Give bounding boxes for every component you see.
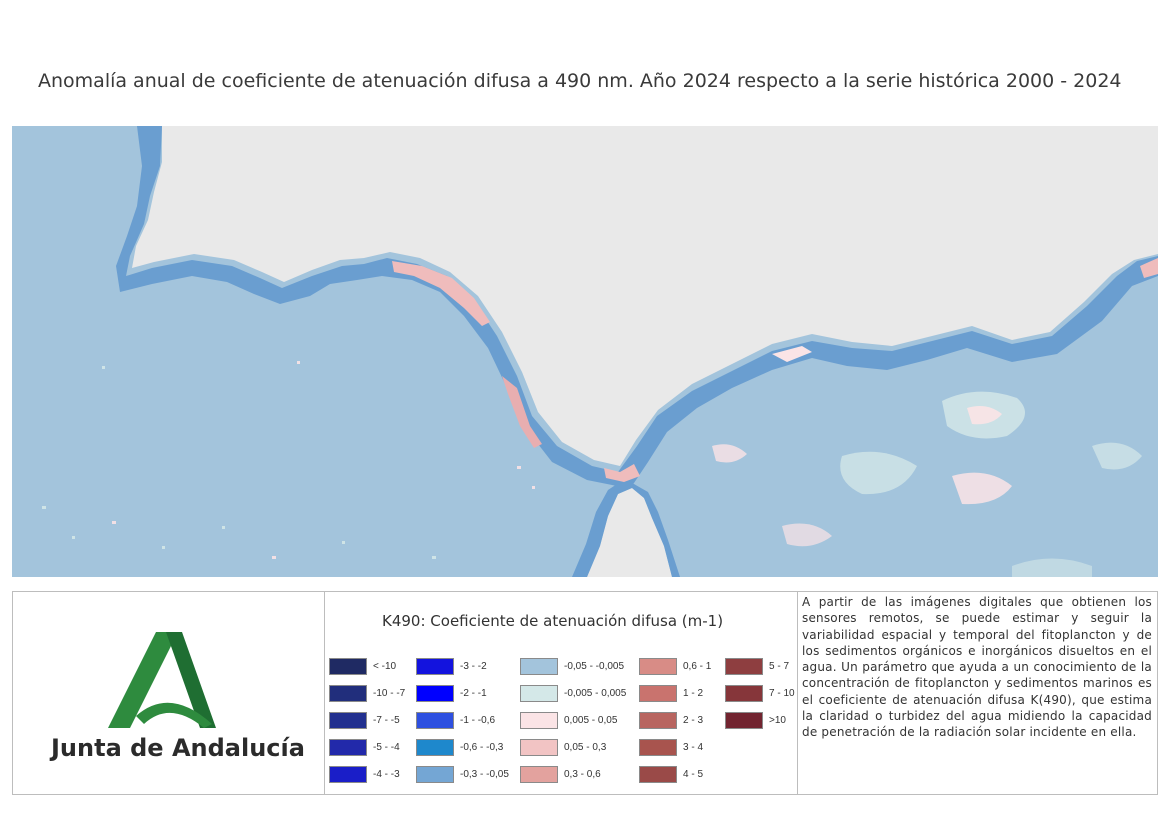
legend-swatch [520,766,558,783]
coastal-band-africa [572,482,680,577]
legend-item: -4 - -3 [329,765,400,784]
alboran-patches [712,391,1142,577]
map-canvas [12,126,1158,577]
junta-logo-icon [108,632,216,728]
legend-item: -0,3 - -0,05 [416,765,509,784]
legend-label: 5 - 7 [769,661,790,672]
legend-swatch [639,685,677,702]
legend-item: >10 [725,711,786,730]
page-title: Anomalía anual de coeficiente de atenuac… [38,70,1122,92]
legend-label: < -10 [373,661,397,672]
legend-item: 4 - 5 [639,765,703,784]
legend-swatch [329,685,367,702]
legend-swatch [329,658,367,675]
legend-label: -5 - -4 [373,742,400,753]
legend-item: 0,005 - 0,05 [520,711,617,730]
legend-item: < -10 [329,657,396,676]
legend-swatch [639,658,677,675]
legend-label: 0,005 - 0,05 [564,715,618,726]
land-iberia [132,126,1158,466]
legend-item: -1 - -0,6 [416,711,495,730]
legend-item: 0,05 - 0,3 [520,738,606,757]
legend-item: 7 - 10 [725,684,795,703]
legend-swatch [416,766,454,783]
legend-swatch [639,712,677,729]
legend-label: >10 [769,715,786,726]
legend-swatch [520,685,558,702]
legend-swatch [520,658,558,675]
legend-label: 0,3 - 0,6 [564,769,601,780]
legend-panel: K490: Coeficiente de atenuación difusa (… [324,592,798,794]
legend-title: K490: Coeficiente de atenuación difusa (… [382,612,724,630]
legend-item: -5 - -4 [329,738,400,757]
coastal-positive-malaga [772,346,812,362]
legend-item: -0,005 - 0,005 [520,684,626,703]
legend-label: -0,3 - -0,05 [460,769,509,780]
legend-swatch [329,739,367,756]
legend-label: 0,6 - 1 [683,661,712,672]
legend-label: 7 - 10 [769,688,795,699]
legend-swatch [329,766,367,783]
legend-item: 0,6 - 1 [639,657,711,676]
sea-noise [42,361,535,559]
legend-item: 5 - 7 [725,657,789,676]
legend-swatch [639,766,677,783]
legend-label: 1 - 2 [683,688,704,699]
legend-item: -3 - -2 [416,657,487,676]
coastal-positive-gulf [392,261,490,326]
legend-label: 2 - 3 [683,715,704,726]
legend-item: 2 - 3 [639,711,703,730]
coastal-positive-cadiz [502,376,542,448]
legend-swatch [416,658,454,675]
legend-swatch [725,712,763,729]
legend-swatch [520,712,558,729]
legend-item: 0,3 - 0,6 [520,765,601,784]
legend-label: -4 - -3 [373,769,400,780]
legend-label: -7 - -5 [373,715,400,726]
legend-label: 0,05 - 0,3 [564,742,607,753]
legend-item: -2 - -1 [416,684,487,703]
legend-swatch [725,685,763,702]
legend-item: -10 - -7 [329,684,405,703]
land-africa [587,488,672,577]
legend-label: -3 - -2 [460,661,487,672]
legend-item: -7 - -5 [329,711,400,730]
legend-item: -0,6 - -0,3 [416,738,503,757]
logo-text: Junta de Andalucía [51,734,305,762]
legend-label: -2 - -1 [460,688,487,699]
legend-item: 1 - 2 [639,684,703,703]
legend-swatch [416,685,454,702]
legend-label: -0,05 - -0,005 [564,661,625,672]
logo-panel: Junta de Andalucía [13,592,325,794]
legend-item: -0,05 - -0,005 [520,657,624,676]
legend-swatch [416,712,454,729]
map-footer: Junta de Andalucía K490: Coeficiente de … [12,591,1158,795]
coastal-positive-strait [604,464,640,482]
legend-swatch [725,658,763,675]
legend-label: -10 - -7 [373,688,406,699]
legend-label: 4 - 5 [683,769,704,780]
legend-item: 3 - 4 [639,738,703,757]
anomaly-map[interactable] [12,126,1158,577]
legend-label: -1 - -0,6 [460,715,496,726]
legend-label: -0,6 - -0,3 [460,742,504,753]
legend-label: 3 - 4 [683,742,704,753]
coastal-positive-east [1140,258,1158,278]
legend-swatch [520,739,558,756]
legend-swatch [329,712,367,729]
legend-swatch [639,739,677,756]
legend-label: -0,005 - 0,005 [564,688,627,699]
legend-swatch [416,739,454,756]
description-panel: A partir de las imágenes digitales que o… [798,592,1157,794]
description-text: A partir de las imágenes digitales que o… [802,595,1152,740]
